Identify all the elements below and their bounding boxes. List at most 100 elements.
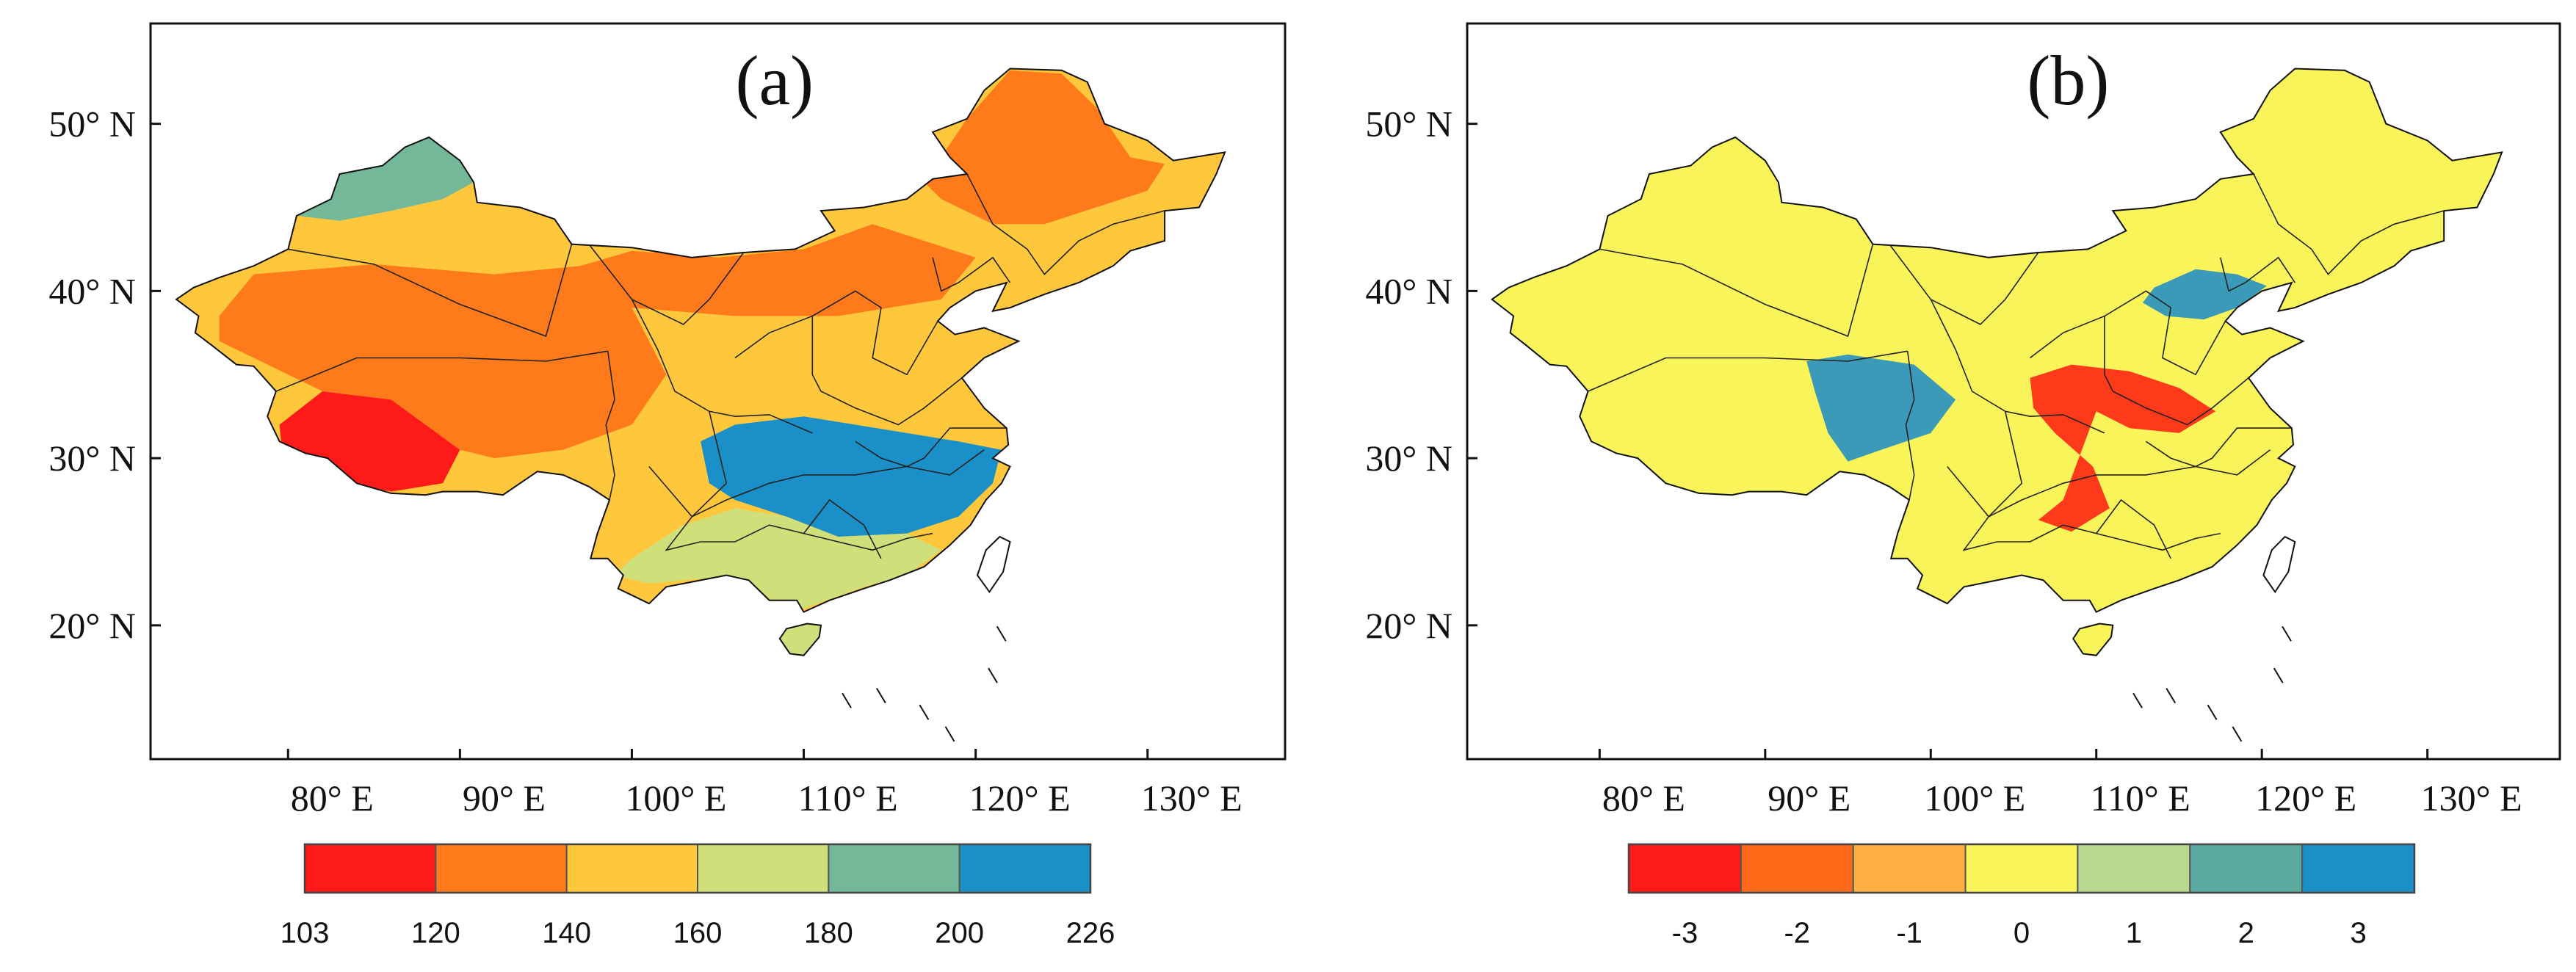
south-china-sea-dash <box>944 726 955 742</box>
lat-tick-label: 30° N <box>1365 438 1452 479</box>
colorbar: -3 -2 -1 0 1 2 3 <box>1627 843 2416 949</box>
data-regions <box>219 70 1165 609</box>
province-boundary <box>288 244 573 337</box>
province-boundary <box>2096 498 2171 559</box>
colorbar: 103 120 140 160 180 200 226 <box>281 843 1115 949</box>
lon-tick-label: 80° E <box>1602 777 1685 819</box>
panel-label: (a) <box>735 41 814 120</box>
province-boundary <box>648 449 985 518</box>
province-boundary <box>1962 411 2023 551</box>
south-china-sea-dash <box>2282 625 2292 642</box>
colorbar-label: 160 <box>673 917 723 949</box>
province-boundary <box>1599 244 1874 337</box>
colorbar-label: -1 <box>1896 917 1922 949</box>
colorbar-label: 3 <box>2350 917 2366 949</box>
south-china-sea-dash <box>2207 704 2218 720</box>
lat-tick-label: 20° N <box>1365 605 1452 646</box>
colorbar-swatch <box>1740 844 1854 893</box>
region-northwest-xinjiang <box>297 137 474 221</box>
hainan-island <box>778 623 822 656</box>
south-china-sea-dash <box>2232 726 2243 742</box>
south-china-sea-dash <box>2132 692 2143 708</box>
colorbar-frame <box>303 843 1092 894</box>
colorbar-swatch <box>2301 844 2415 893</box>
province-boundary <box>1997 524 2221 551</box>
taiwan-island <box>2262 535 2296 594</box>
region-central-negative <box>2030 364 2216 532</box>
colorbar-label: 180 <box>804 917 853 949</box>
lon-tick-label: 90° E <box>463 777 546 819</box>
colorbar-swatch <box>565 844 699 893</box>
province-boundary <box>2030 315 2249 426</box>
lat-tick-label: 30° N <box>48 438 136 479</box>
colorbar-label: 103 <box>281 917 330 949</box>
colorbar-swatch <box>697 844 830 893</box>
region-qinghai-positive <box>1806 354 1956 462</box>
colorbar-label: 0 <box>2014 917 2030 949</box>
lon-tick-label: 130° E <box>1141 777 1242 819</box>
lon-tick-label: 130° E <box>2421 777 2522 819</box>
province-boundary <box>966 173 1165 275</box>
colorbar-label: 1 <box>2126 917 2142 949</box>
taiwan-island <box>976 535 1011 594</box>
province-boundary <box>803 498 882 559</box>
south-china-sea-dash <box>2166 687 2177 703</box>
colorbar-label: 2 <box>2238 917 2254 949</box>
province-boundary <box>2253 173 2445 275</box>
province-boundary <box>1905 351 1915 501</box>
colorbar-swatch <box>828 844 960 893</box>
province-boundary <box>811 290 938 376</box>
colorbar-label: 120 <box>411 917 460 949</box>
lon-tick-label: 120° E <box>969 777 1071 819</box>
colorbar-swatch <box>435 844 568 893</box>
region-north-china-positive <box>2142 269 2267 320</box>
colorbar-label: 200 <box>935 917 984 949</box>
hainan-island <box>2072 623 2114 656</box>
province-boundary <box>932 256 1011 292</box>
province-boundary <box>605 351 615 501</box>
lon-tick-label: 80° E <box>291 777 374 819</box>
lat-tick-label: 40° N <box>48 270 136 311</box>
china-boundary <box>175 68 1226 613</box>
panel-label: (b) <box>2027 41 2109 120</box>
province-boundary <box>1947 449 2271 518</box>
south-china-sea-dash <box>919 704 930 720</box>
lon-tick-label: 110° E <box>2091 777 2190 819</box>
colorbar-swatch <box>304 844 437 893</box>
colorbar-label: -3 <box>1672 917 1698 949</box>
colorbar-swatch <box>958 844 1091 893</box>
colorbar-swatch <box>2077 844 2191 893</box>
data-regions <box>1806 269 2267 532</box>
lat-tick-label: 50° N <box>1365 104 1452 145</box>
lon-tick-label: 120° E <box>2255 777 2356 819</box>
colorbar-swatch <box>1628 844 1742 893</box>
province-boundary <box>734 315 963 426</box>
colorbar-swatch <box>2189 844 2304 893</box>
province-boundary <box>275 350 608 392</box>
lat-tick-label: 40° N <box>1365 270 1452 311</box>
south-china-sea-dash <box>988 667 998 683</box>
china-boundary <box>1491 68 2503 613</box>
colorbar-label: -2 <box>1784 917 1810 949</box>
map-panel-b: (b) 50° N 40° N 30° N 20° N 80° E 90° E 100° E 1… <box>1365 22 2561 819</box>
colorbar-swatch <box>1964 844 2079 893</box>
region-tarim-qinghai <box>219 264 667 459</box>
colorbar-label: 140 <box>542 917 591 949</box>
south-china-sea-dash <box>842 692 852 708</box>
map-panel-a: (a) 50° N 40° N 30° N 20° N 80° E 90° E 100° E 1… <box>48 22 1287 819</box>
lon-tick-label: 100° E <box>1924 777 2025 819</box>
region-northeast <box>924 70 1165 225</box>
lon-tick-label: 90° E <box>1768 777 1850 819</box>
province-boundary <box>2104 290 2226 376</box>
land-fill <box>1491 68 2503 612</box>
province-boundary <box>855 427 1007 468</box>
region-northern-belt <box>580 224 976 316</box>
colorbar-swatch <box>1852 844 1967 893</box>
province-boundary <box>701 524 933 551</box>
province-boundary <box>2145 427 2292 468</box>
province-boundary <box>665 411 728 551</box>
south-china-sea-dash <box>876 687 886 703</box>
south-china-sea-dash <box>2273 667 2284 683</box>
lon-tick-label: 100° E <box>625 777 726 819</box>
